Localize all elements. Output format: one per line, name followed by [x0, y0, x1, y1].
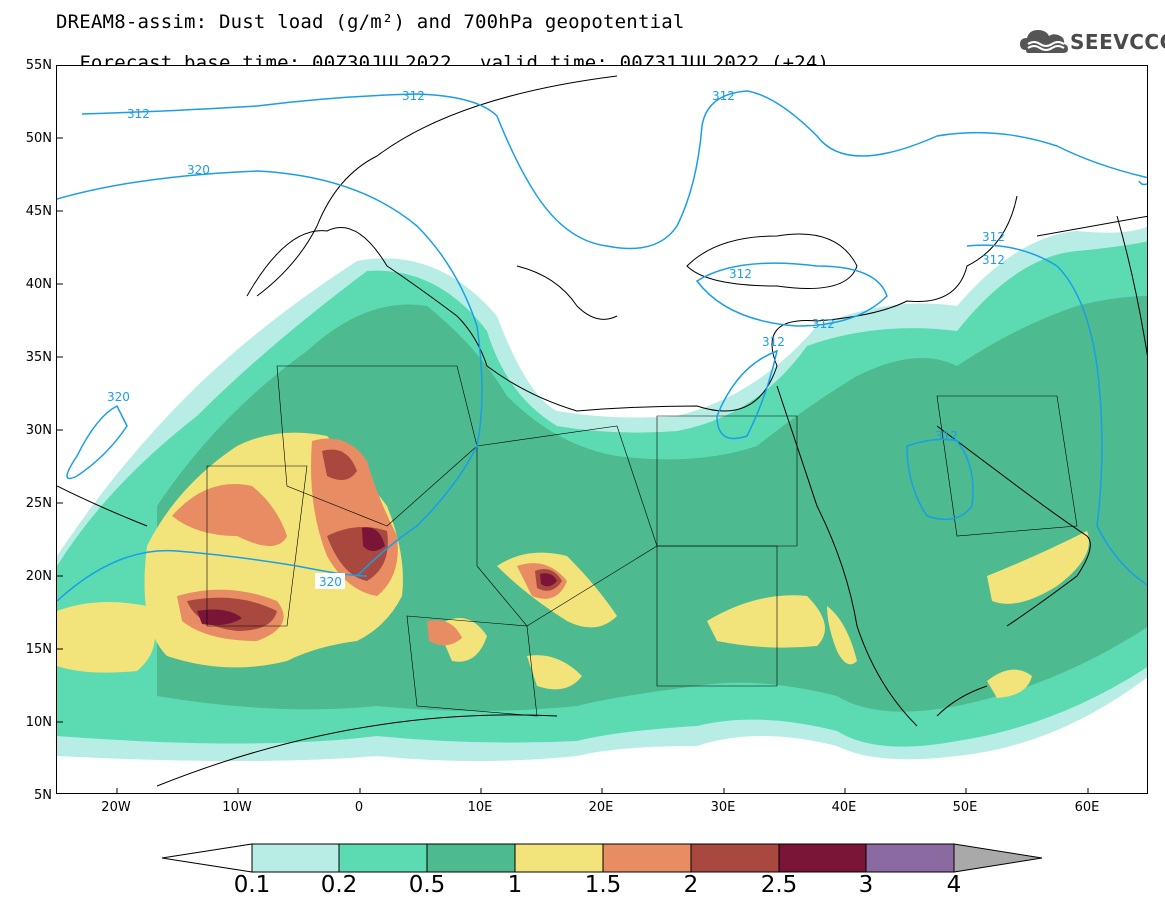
contour-label-312: 312	[127, 107, 150, 121]
dust-level-2.5	[362, 527, 385, 551]
map-title: DREAM8-assim: Dust load (g/m²) and 700hP…	[56, 11, 685, 33]
lat-label-30n: 30N	[25, 423, 52, 438]
lon-label-20w: 20W	[101, 800, 131, 815]
lat-label-10n: 10N	[25, 715, 52, 730]
colorbar-label: 4	[946, 872, 962, 898]
colorbar	[161, 843, 1043, 873]
colorbar-label: 1	[507, 872, 523, 898]
colorbar-label: 0.5	[408, 872, 446, 898]
contour-label-320: 320	[319, 575, 342, 589]
lat-label-5n: 5N	[34, 788, 52, 803]
colorbar-segment	[426, 843, 516, 873]
lat-label-40n: 40N	[25, 277, 52, 292]
dust-level-1.5	[172, 484, 287, 546]
colorbar-label: 2.5	[760, 872, 798, 898]
contour-label-320: 320	[107, 390, 130, 404]
dust-level-1	[707, 595, 825, 648]
dust-level-2.5	[540, 573, 557, 587]
contour-label-312: 312	[812, 317, 835, 331]
colorbar-label: 0.2	[320, 872, 358, 898]
colorbar-segment	[514, 843, 604, 873]
colorbar-label: 2	[683, 872, 699, 898]
dust-level-2	[322, 449, 357, 480]
lon-label-50e: 50E	[952, 800, 978, 815]
lat-label-50n: 50N	[25, 131, 52, 146]
lon-label-10e: 10E	[467, 800, 493, 815]
colorbar-label: 3	[858, 872, 874, 898]
dust-level-1	[987, 669, 1032, 698]
lon-label-30e: 30E	[710, 800, 736, 815]
dust-level-1	[987, 531, 1089, 604]
dust-level-1	[57, 602, 155, 673]
lat-label-45n: 45N	[25, 204, 52, 219]
colorbar-segment	[778, 843, 867, 873]
dust-level-1.5	[427, 620, 462, 646]
colorbar-segment	[251, 843, 340, 873]
lon-label-60e: 60E	[1074, 800, 1100, 815]
contour-label-312: 312	[762, 335, 785, 349]
colorbar-segment	[338, 843, 428, 873]
colorbar-segment	[953, 843, 1043, 873]
contour-label-312: 312	[729, 267, 752, 281]
colorbar-segment	[690, 843, 780, 873]
contour-label-312: 312	[982, 253, 1005, 267]
contour-label-312: 312	[402, 89, 425, 103]
colorbar-segment	[865, 843, 955, 873]
lat-label-15n: 15N	[25, 642, 52, 657]
logo-text: SEEVCCC	[1070, 30, 1165, 54]
lat-label-55n: 55N	[25, 58, 52, 73]
lon-label-10w: 10W	[222, 800, 252, 815]
coastlines	[57, 75, 1147, 787]
map-area[interactable]: 312 312 312 320 320 320 312 312 312 312 …	[56, 65, 1148, 794]
lon-label-0: 0	[354, 800, 364, 815]
colorbar-segment	[602, 843, 692, 873]
dust-level-2.5	[197, 609, 242, 626]
colorbar-label: 0.1	[233, 872, 271, 898]
dust-field	[57, 226, 1147, 761]
colorbar-label: 1.5	[584, 872, 622, 898]
contour-labels: 312 312 312 320 320 320 312 312 312 312 …	[107, 89, 1005, 589]
contour-label-320: 320	[187, 163, 210, 177]
lat-label-25n: 25N	[25, 496, 52, 511]
geopotential-contours	[57, 90, 1147, 602]
lat-label-20n: 20N	[25, 569, 52, 584]
dust-level-1	[827, 606, 857, 665]
lon-label-40e: 40E	[831, 800, 857, 815]
colorbar-segment	[161, 843, 253, 873]
lat-label-35n: 35N	[25, 350, 52, 365]
dust-level-1	[527, 655, 582, 690]
frame-ticks	[57, 137, 1089, 793]
lon-label-20e: 20E	[588, 800, 614, 815]
contour-label-312: 312	[982, 230, 1005, 244]
country-borders	[206, 365, 1078, 717]
contour-label-312: 312	[712, 89, 735, 103]
dust-level-0.5	[157, 296, 1147, 712]
cloud-logo-icon	[1020, 30, 1068, 53]
contour-label-312: 312	[935, 429, 958, 443]
